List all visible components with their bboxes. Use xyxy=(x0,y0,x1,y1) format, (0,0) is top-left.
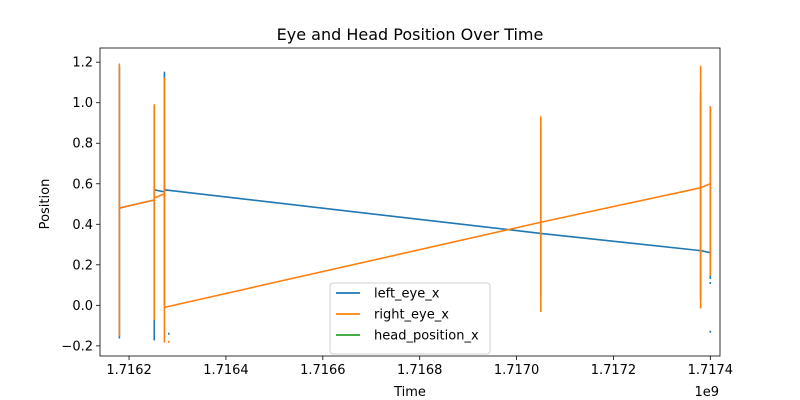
y-tick-label: 1.2 xyxy=(72,56,93,71)
stray-point xyxy=(167,340,170,343)
y-tick-label: 1.0 xyxy=(72,96,93,111)
x-tick-label: 1.7172 xyxy=(591,363,637,378)
y-tick-label: 0.6 xyxy=(72,177,93,192)
legend-box xyxy=(329,282,491,355)
stray-point xyxy=(167,332,170,335)
series-layer xyxy=(118,63,712,343)
legend-label: head_position_x xyxy=(374,329,479,344)
series-line-right-eye-x xyxy=(118,63,712,343)
legend-label: right_eye_x xyxy=(374,308,449,323)
y-tick-label: 0.0 xyxy=(72,299,93,314)
legend: left_eye_x right_eye_x head_position_x xyxy=(329,282,491,355)
x-axis-label: Time xyxy=(393,385,426,400)
x-tick-label: 1.7168 xyxy=(397,363,443,378)
x-tick-label: 1.7170 xyxy=(494,363,540,378)
y-tick-label: 0.8 xyxy=(72,137,93,152)
x-tick-label: 1.7166 xyxy=(300,363,346,378)
x-tick-label: 1.7174 xyxy=(688,363,734,378)
x-offset-label: 1e9 xyxy=(694,385,719,400)
stray-point xyxy=(709,330,712,333)
y-axis-label: Position xyxy=(38,179,53,230)
axes-layer: 1.7162 1.7164 1.7166 1.7168 1.7170 1.7172 1.71… xyxy=(61,47,734,378)
y-tick-label: −0.2 xyxy=(61,339,93,354)
x-tick-label: 1.7164 xyxy=(203,363,249,378)
y-tick-label: 0.2 xyxy=(72,258,93,273)
legend-label: left_eye_x xyxy=(374,287,440,302)
y-tick-label: 0.4 xyxy=(72,218,93,233)
plot-frame xyxy=(99,47,721,357)
x-tick-label: 1.7162 xyxy=(106,363,152,378)
stray-point xyxy=(709,282,712,285)
chart-title: Eye and Head Position Over Time xyxy=(277,25,544,44)
stray-point xyxy=(699,306,702,309)
